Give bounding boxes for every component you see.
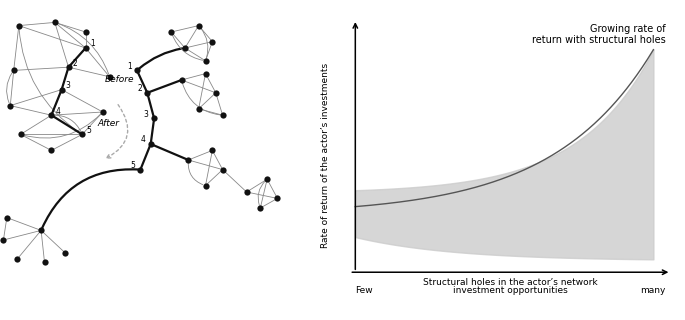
Text: 5: 5 <box>130 161 135 170</box>
Text: 3: 3 <box>144 110 149 119</box>
Text: many: many <box>640 286 665 295</box>
Text: 2: 2 <box>137 84 142 93</box>
Text: 5: 5 <box>86 126 91 135</box>
Text: 4: 4 <box>140 135 145 144</box>
Text: investment opportunities: investment opportunities <box>453 286 568 295</box>
Text: Structural holes in the actor’s network: Structural holes in the actor’s network <box>423 278 597 287</box>
Text: Few: Few <box>356 286 373 295</box>
Text: After: After <box>97 119 120 128</box>
Text: 4: 4 <box>55 107 60 116</box>
Text: Before: Before <box>104 75 134 84</box>
FancyArrowPatch shape <box>107 105 128 158</box>
Text: 1: 1 <box>90 39 95 48</box>
Text: Growing rate of
return with structural holes: Growing rate of return with structural h… <box>532 24 665 45</box>
Text: 1: 1 <box>127 62 132 71</box>
Text: 2: 2 <box>73 59 77 68</box>
Text: Rate of return of the actor’s investments: Rate of return of the actor’s investment… <box>321 62 330 248</box>
Text: 3: 3 <box>66 81 71 90</box>
